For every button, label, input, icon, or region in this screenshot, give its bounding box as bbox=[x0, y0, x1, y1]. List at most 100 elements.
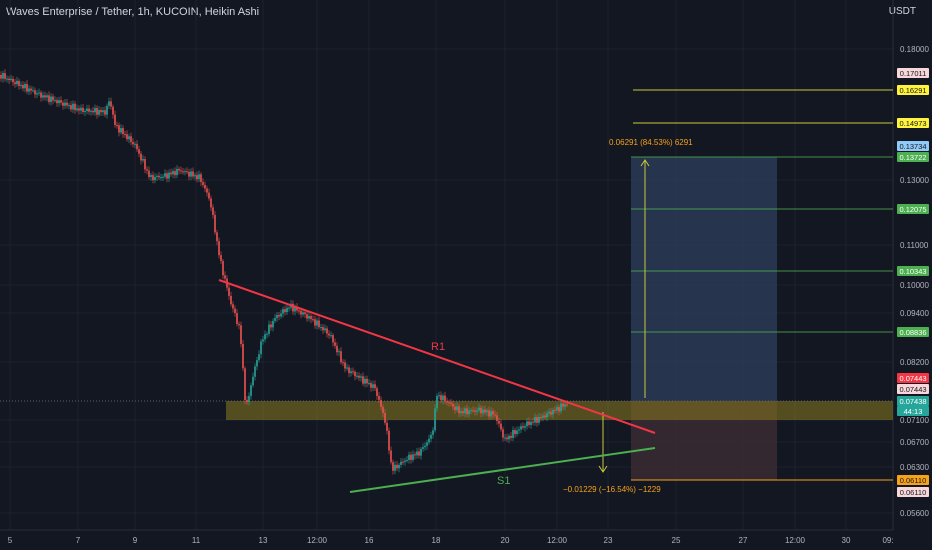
svg-text:0.07443: 0.07443 bbox=[899, 374, 926, 383]
candle-body bbox=[394, 464, 396, 471]
candle-body bbox=[306, 314, 308, 319]
candle-body bbox=[104, 110, 106, 115]
candle-body bbox=[378, 395, 380, 400]
time-tick-label: 23 bbox=[604, 536, 613, 545]
candle-body bbox=[504, 437, 506, 439]
price-tag: 0.13722 bbox=[897, 152, 929, 162]
candle-body bbox=[524, 426, 526, 428]
candle-body bbox=[46, 95, 48, 98]
candle-body bbox=[44, 95, 46, 98]
support-line[interactable] bbox=[349, 447, 656, 493]
candle-body bbox=[528, 421, 530, 425]
candle-body bbox=[154, 176, 156, 181]
price-tick-label: 0.11000 bbox=[900, 241, 929, 250]
svg-text:0.12075: 0.12075 bbox=[899, 205, 926, 214]
candle-body bbox=[474, 410, 476, 412]
candle-body bbox=[452, 403, 454, 407]
candle-body bbox=[342, 362, 344, 364]
candle-body bbox=[40, 92, 42, 98]
price-tag: 0.07443 bbox=[897, 373, 929, 383]
candle-body bbox=[536, 417, 538, 423]
candle-body bbox=[412, 454, 414, 460]
candle-body bbox=[564, 404, 566, 407]
candle-body bbox=[198, 174, 200, 180]
price-tick-label: 0.06700 bbox=[900, 438, 929, 447]
candle-body bbox=[340, 351, 342, 363]
candle-body bbox=[126, 134, 128, 140]
candle-body bbox=[486, 410, 488, 413]
svg-text:0.10343: 0.10343 bbox=[899, 267, 926, 276]
candle-body bbox=[24, 83, 26, 89]
svg-text:0.13722: 0.13722 bbox=[899, 153, 926, 162]
candle-body bbox=[302, 312, 304, 315]
candle-body bbox=[434, 408, 436, 431]
candle-body bbox=[320, 327, 322, 329]
candle-body bbox=[244, 368, 246, 401]
candle-body bbox=[84, 111, 86, 113]
price-axis[interactable]: 0.18000 0.13000 0.11000 0.10000 0.09400 0.082… bbox=[900, 45, 929, 518]
candle-body bbox=[354, 371, 356, 377]
candle-body bbox=[262, 339, 264, 342]
candle-body bbox=[152, 175, 154, 181]
candle-body bbox=[284, 309, 286, 313]
time-tick-label: 13 bbox=[259, 536, 268, 545]
candle-body bbox=[516, 430, 518, 435]
time-tick-label: 20 bbox=[501, 536, 510, 545]
candle-body bbox=[70, 105, 72, 110]
price-tick-label: 0.06300 bbox=[900, 463, 929, 472]
price-tag: 0.16291 bbox=[897, 85, 929, 95]
time-tick-label: 12:00 bbox=[785, 536, 806, 545]
candle-body bbox=[366, 378, 368, 384]
candle-body bbox=[82, 107, 84, 112]
candle-body bbox=[280, 313, 282, 317]
candle-body bbox=[328, 333, 330, 336]
candle-body bbox=[4, 73, 6, 79]
candle-body bbox=[266, 333, 268, 335]
price-tick-label: 0.09400 bbox=[900, 309, 929, 318]
candle-body bbox=[308, 315, 310, 319]
candle-body bbox=[492, 411, 494, 415]
time-tick-label: 18 bbox=[432, 536, 441, 545]
price-tag: 0.12075 bbox=[897, 204, 929, 214]
candle-body bbox=[324, 328, 326, 331]
price-tags: 0.17011 0.16291 0.14973 0.13734 0.13722 0.120… bbox=[897, 68, 929, 497]
price-tick-label: 0.05600 bbox=[900, 509, 929, 518]
candle-body bbox=[298, 310, 300, 312]
candle-body bbox=[106, 105, 108, 115]
candle-body bbox=[96, 107, 98, 115]
candle-body bbox=[410, 454, 412, 460]
time-axis[interactable]: 5 7 9 11 13 12:00 16 18 20 12:00 23 25 27 12:00 30 09: bbox=[8, 536, 894, 545]
candle-body bbox=[56, 100, 58, 104]
candle-body bbox=[206, 188, 208, 193]
candle-body bbox=[190, 171, 192, 177]
candle-body bbox=[360, 376, 362, 378]
candle-body bbox=[390, 450, 392, 463]
candles bbox=[0, 69, 568, 475]
candle-body bbox=[332, 335, 334, 343]
candle-body bbox=[76, 108, 78, 111]
candle-body bbox=[188, 171, 190, 177]
candle-body bbox=[286, 307, 288, 313]
resistance-line[interactable] bbox=[218, 279, 656, 434]
candle-body bbox=[534, 417, 536, 423]
candle-body bbox=[38, 92, 40, 94]
candle-body bbox=[438, 395, 440, 397]
candle-body bbox=[18, 80, 20, 86]
candle-body bbox=[168, 172, 170, 179]
candle-body bbox=[238, 323, 240, 326]
candle-body bbox=[338, 351, 340, 353]
candle-body bbox=[196, 175, 198, 180]
candle-body bbox=[62, 102, 64, 106]
candle-body bbox=[102, 110, 104, 113]
candle-body bbox=[252, 376, 254, 386]
candle-body bbox=[476, 410, 478, 412]
candle-body bbox=[456, 406, 458, 411]
candle-body bbox=[546, 413, 548, 418]
candle-body bbox=[12, 78, 14, 83]
candle-body bbox=[72, 103, 74, 110]
candle-body bbox=[296, 306, 298, 311]
time-tick-label: 12:00 bbox=[307, 536, 328, 545]
candle-body bbox=[304, 312, 306, 315]
candle-body bbox=[36, 93, 38, 95]
